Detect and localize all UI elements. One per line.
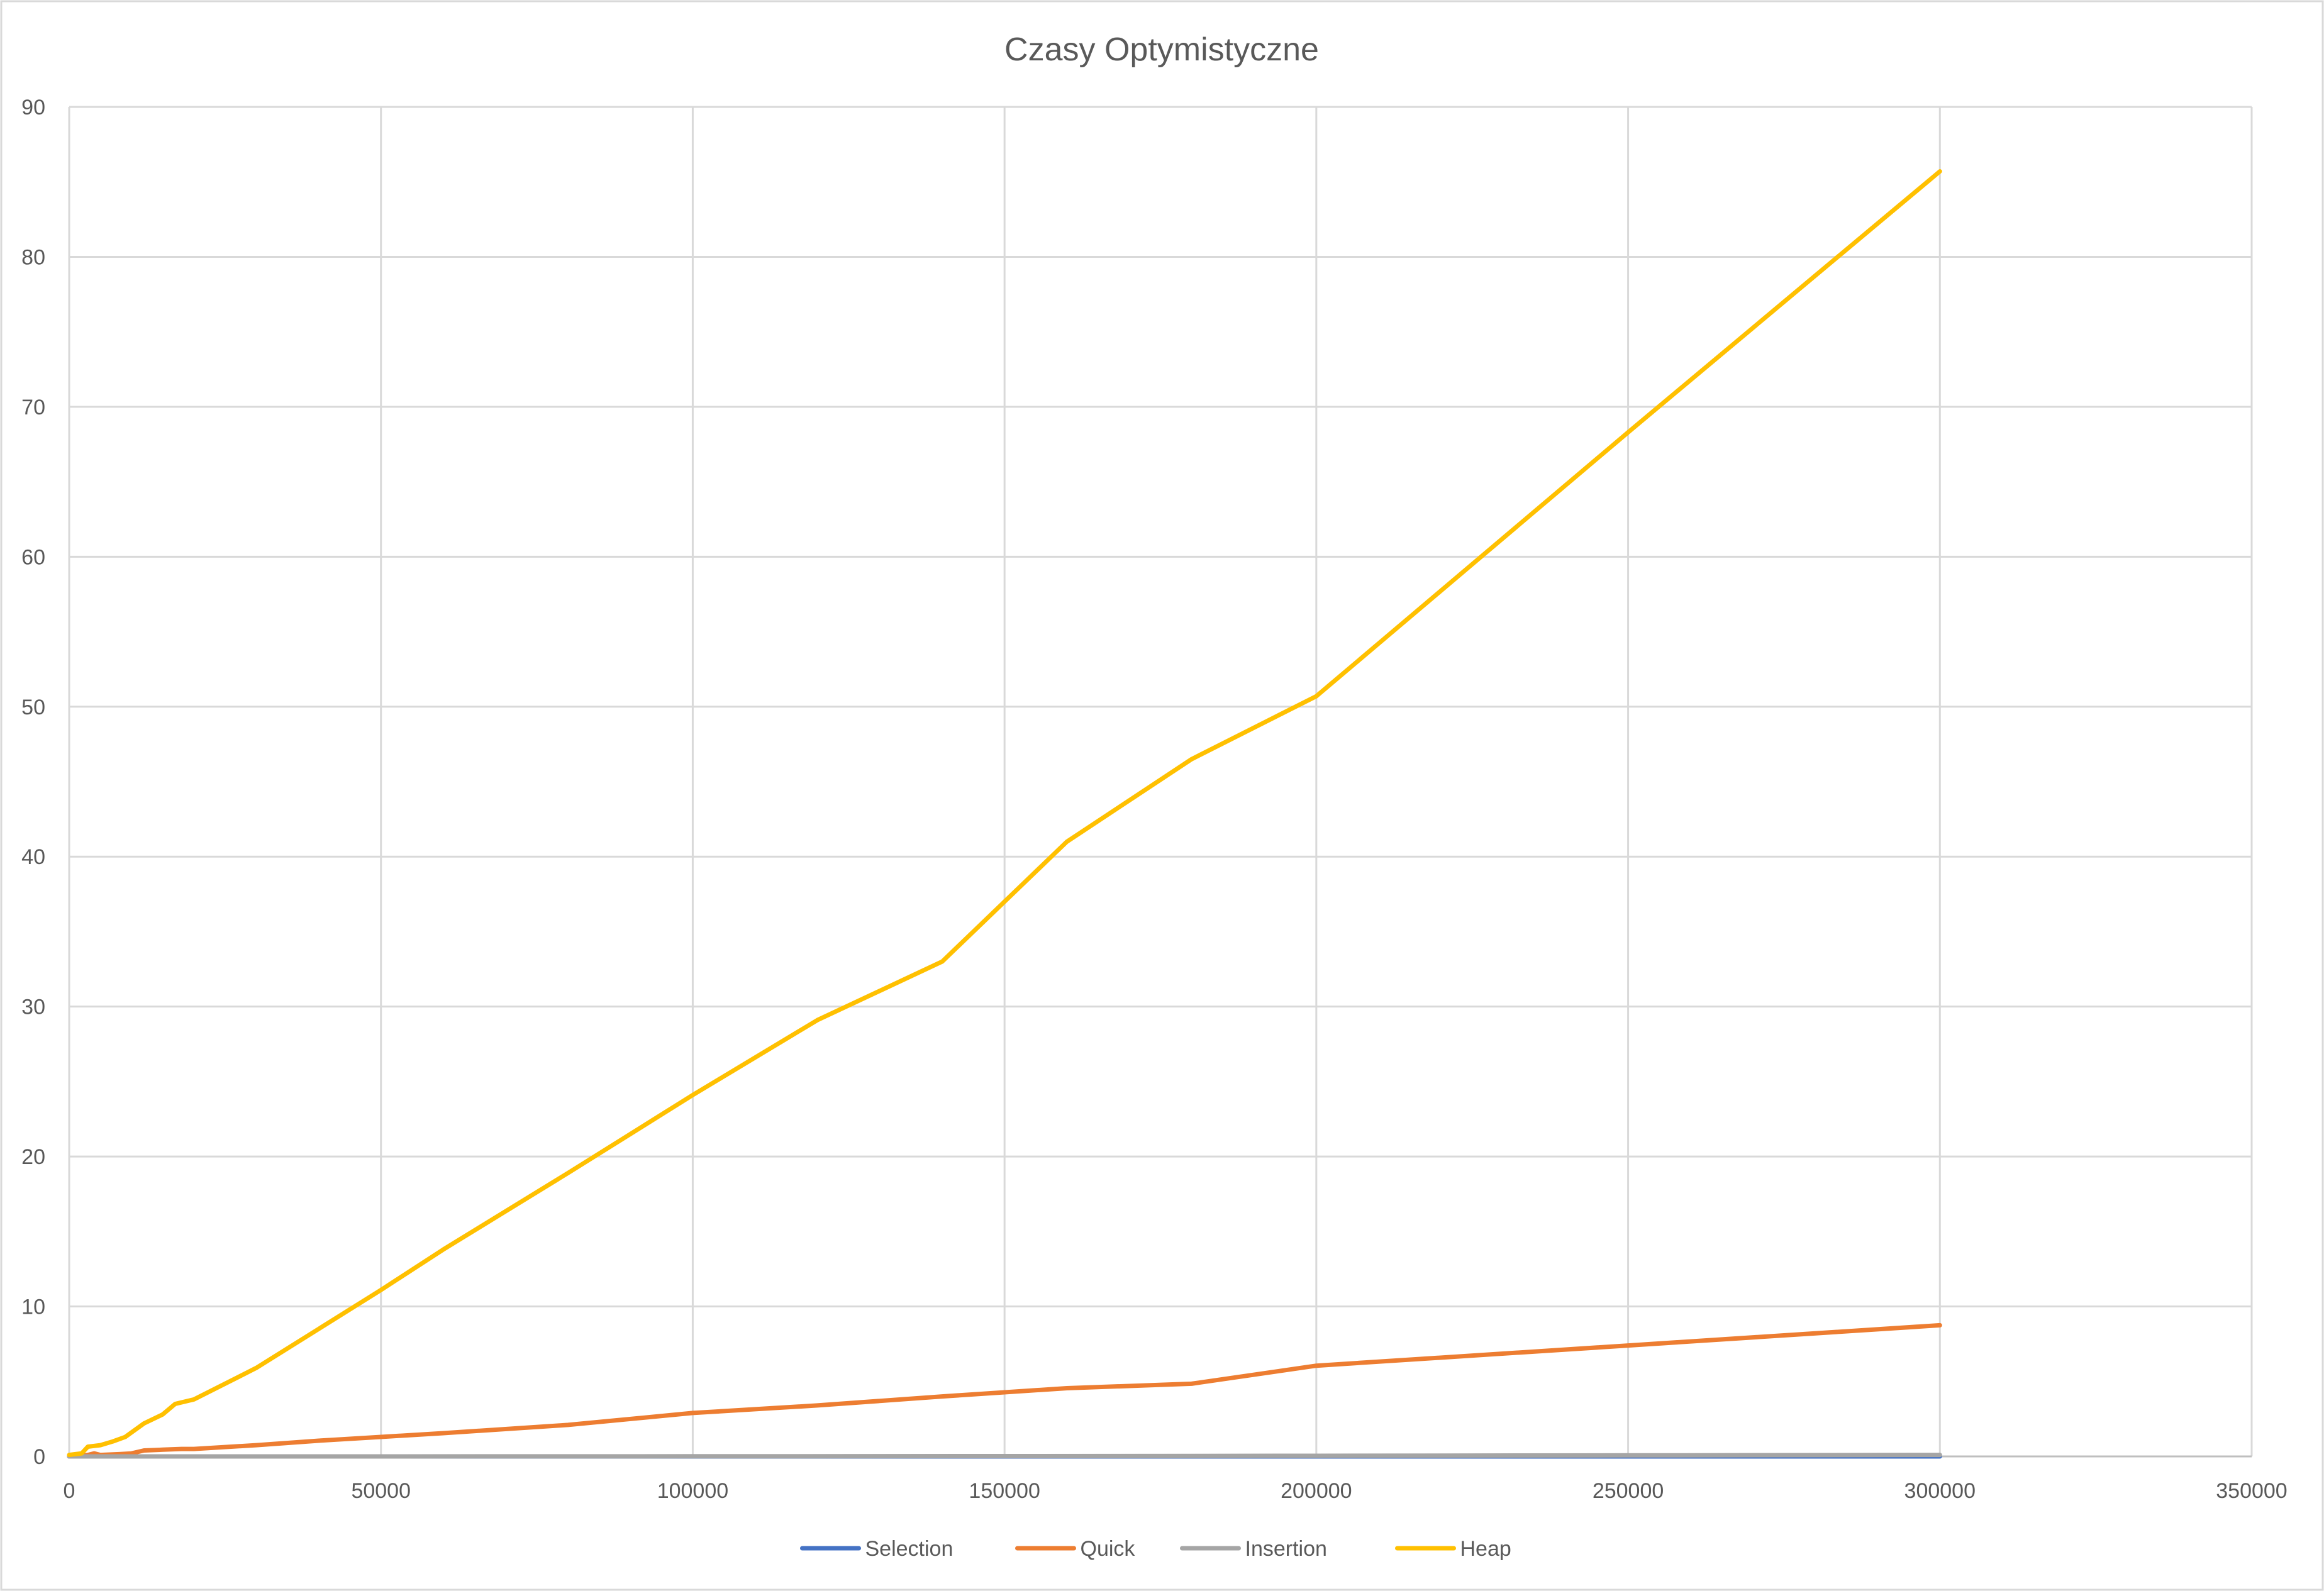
gridlines bbox=[68, 106, 2253, 1456]
y-tick-label: 20 bbox=[21, 1145, 45, 1169]
legend-item-insertion: Insertion bbox=[1180, 1537, 1327, 1561]
x-tick-label: 250000 bbox=[1593, 1479, 1664, 1503]
legend-label: Selection bbox=[865, 1537, 954, 1561]
y-tick-label: 40 bbox=[21, 845, 45, 869]
legend-label: Insertion bbox=[1245, 1537, 1327, 1561]
y-tick-label: 70 bbox=[21, 396, 45, 419]
x-tick-label: 300000 bbox=[1904, 1479, 1976, 1503]
x-tick-label: 50000 bbox=[351, 1479, 411, 1503]
legend-item-selection: Selection bbox=[800, 1537, 954, 1561]
y-tick-label: 80 bbox=[21, 245, 45, 269]
x-tick-label: 0 bbox=[64, 1479, 75, 1503]
y-tick-label: 10 bbox=[21, 1295, 45, 1319]
legend: Selection Quick Insertion Heap bbox=[800, 1537, 1511, 1561]
y-tick-label: 30 bbox=[21, 995, 45, 1019]
series-lines bbox=[67, 169, 1942, 1459]
chart-title: Czasy Optymistyczne bbox=[1004, 31, 1319, 68]
y-tick-label: 60 bbox=[21, 545, 45, 569]
series-line-insertion bbox=[67, 1453, 1942, 1459]
y-tick-label: 0 bbox=[33, 1445, 45, 1469]
legend-item-quick: Quick bbox=[1015, 1537, 1136, 1561]
y-tick-label: 50 bbox=[21, 696, 45, 719]
series-line-heap bbox=[67, 169, 1942, 1458]
x-tick-label: 150000 bbox=[969, 1479, 1040, 1503]
x-tick-label: 100000 bbox=[657, 1479, 728, 1503]
x-tick-label: 200000 bbox=[1281, 1479, 1352, 1503]
legend-label: Heap bbox=[1460, 1537, 1511, 1561]
legend-label: Quick bbox=[1081, 1537, 1136, 1561]
legend-item-heap: Heap bbox=[1395, 1537, 1511, 1561]
y-tick-label: 90 bbox=[21, 96, 45, 119]
x-tick-label: 350000 bbox=[2216, 1479, 2287, 1503]
